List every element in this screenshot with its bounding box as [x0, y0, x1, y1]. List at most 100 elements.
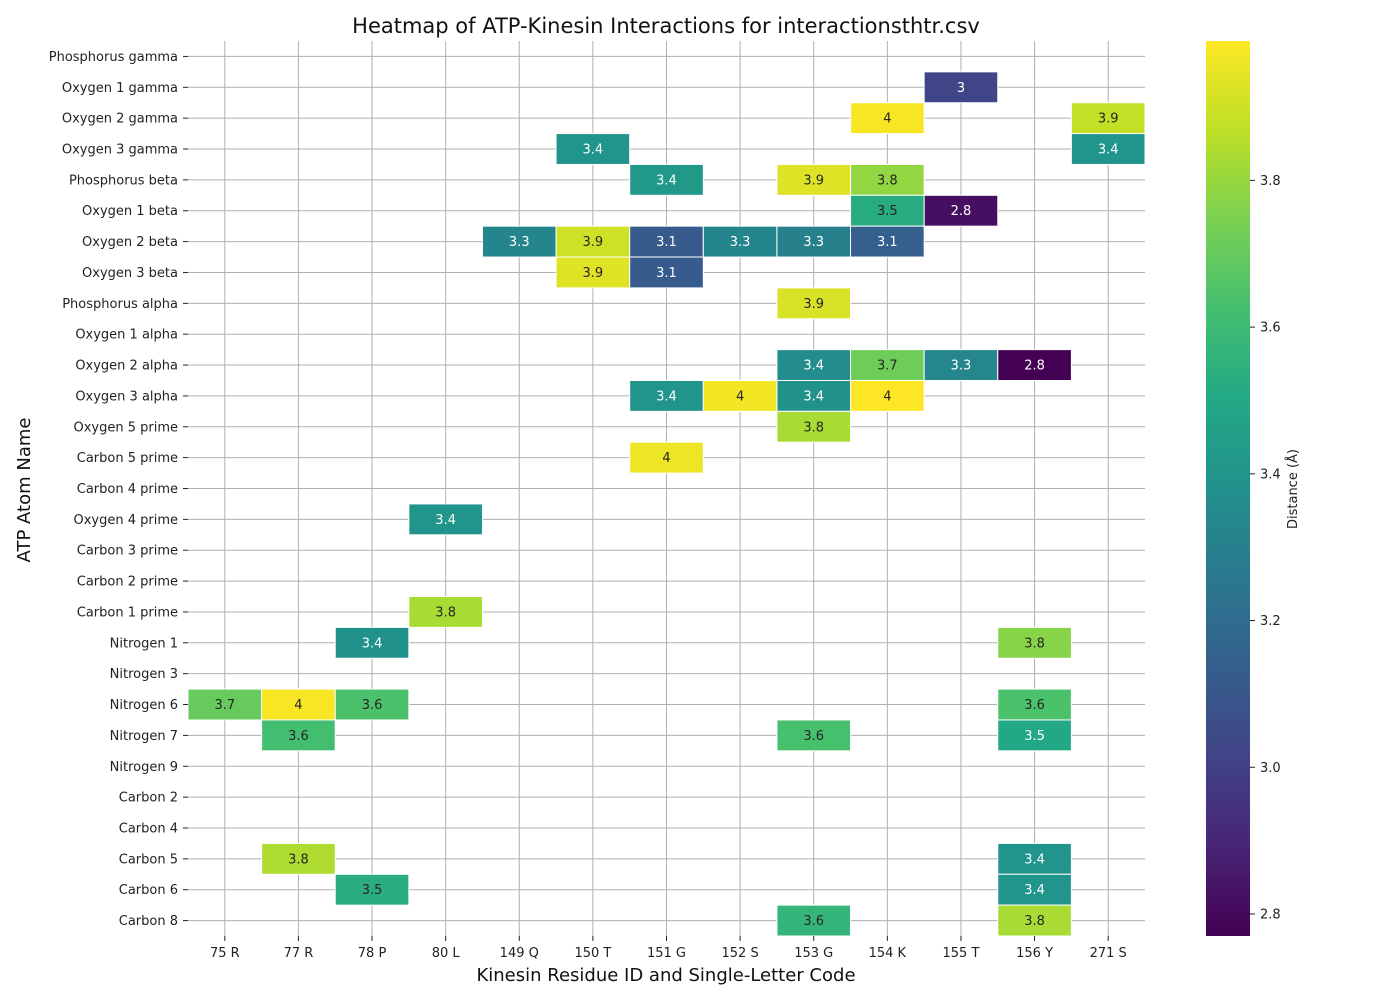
y-tick-label: Oxygen 2 beta — [82, 235, 178, 250]
cell-value-label: 3.4 — [1098, 143, 1119, 158]
heatmap-cell — [776, 410, 852, 443]
heatmap-cell — [629, 163, 704, 196]
heatmap-cell — [923, 349, 999, 381]
cell-value-label: 2.8 — [1024, 359, 1045, 374]
y-tick-label: Carbon 2 — [119, 791, 178, 806]
heatmap-cell — [1070, 102, 1146, 135]
cell-value-label: 3.4 — [656, 173, 677, 188]
cell-value-label: 3.4 — [656, 389, 677, 404]
cell-value-label: 3.3 — [509, 235, 530, 250]
cell-value-label: 3.8 — [803, 420, 824, 435]
cell-value-label: 3.7 — [877, 359, 898, 374]
y-tick-label: Oxygen 3 alpha — [75, 389, 178, 404]
y-tick-label: Carbon 4 prime — [77, 482, 178, 497]
x-tick-label: 78 P — [358, 946, 387, 961]
y-tick-label: Oxygen 3 beta — [82, 266, 178, 281]
heatmap-cell — [776, 349, 852, 381]
cell-value-label: 4 — [294, 698, 302, 713]
y-tick-label: Carbon 1 prime — [77, 605, 178, 620]
heatmap-cell — [334, 873, 410, 906]
x-tick-label: 151 G — [647, 946, 686, 961]
heatmap-cell — [555, 256, 631, 289]
chart-title: Heatmap of ATP-Kinesin Interactions for … — [352, 14, 980, 38]
colorbar-ticks: 2.8 3.0 3.2 3.4 3.6 3.8 — [1250, 174, 1281, 922]
cell-value-label: 3.6 — [1024, 698, 1045, 713]
heatmap-cell — [261, 688, 336, 721]
y-tick-label: Carbon 3 prime — [77, 544, 178, 559]
cell-value-label: 3.9 — [583, 235, 604, 250]
x-tick-labels: 75 R 77 R 78 P 80 L 149 Q 150 T 151 G 152 S 153 … — [210, 936, 1127, 961]
cell-value-label: 3.5 — [1024, 729, 1045, 744]
cell-value-label: 3.5 — [877, 204, 898, 219]
cell-value-label: 2.8 — [951, 204, 972, 219]
heatmap-cell — [850, 349, 925, 381]
y-axis-label: ATP Atom Name — [14, 418, 35, 563]
cell-value-label: 3.8 — [877, 173, 898, 188]
cell-value-label: 3.1 — [656, 266, 677, 281]
cell-value-label: 3.8 — [435, 605, 456, 620]
cell-value-label: 3.4 — [803, 359, 824, 374]
y-tick-label: Oxygen 1 alpha — [75, 328, 178, 343]
colorbar-label: Distance (Å) — [1285, 449, 1301, 529]
cell-value-label: 3.8 — [1024, 914, 1045, 929]
y-tick-label: Oxygen 1 gamma — [62, 81, 178, 96]
heatmap-cell — [850, 102, 925, 135]
heatmap-cell — [850, 163, 925, 196]
y-tick-label: Oxygen 1 beta — [82, 204, 178, 219]
x-tick-label: 150 T — [574, 946, 611, 961]
colorbar-tick-label: 3.4 — [1260, 467, 1281, 482]
cell-value-label: 3.3 — [730, 235, 751, 250]
heatmap-cell — [997, 349, 1072, 381]
y-tick-labels: Phosphorus gamma Oxygen 1 gamma Oxygen 2 g… — [49, 50, 188, 929]
y-tick-label: Oxygen 4 prime — [73, 513, 178, 528]
cell-value-label: 3.4 — [362, 636, 383, 651]
y-tick-label: Nitrogen 3 — [110, 667, 178, 682]
cell-value-label: 3.6 — [803, 914, 824, 929]
cell-value-label: 3.4 — [583, 143, 604, 158]
x-tick-label: 153 G — [794, 946, 833, 961]
cell-value-label: 3.7 — [214, 698, 235, 713]
colorbar-tick-label: 3.2 — [1260, 614, 1281, 629]
heatmap-cell — [408, 596, 483, 628]
heatmap-cell — [629, 225, 704, 258]
cell-value-label: 3.6 — [288, 729, 309, 744]
cell-value-label: 4 — [883, 112, 891, 127]
cell-value-label: 3.9 — [1098, 112, 1119, 127]
cell-value-label: 3.1 — [656, 235, 677, 250]
cell-value-label: 3.4 — [1024, 852, 1045, 867]
colorbar-tick-label: 3.0 — [1260, 761, 1281, 776]
heatmap-cell — [629, 441, 704, 474]
cell-value-label: 3.4 — [803, 389, 824, 404]
cell-value-label: 3.4 — [1024, 883, 1045, 898]
colorbar-tick-label: 2.8 — [1260, 907, 1281, 922]
heatmap-cell — [997, 842, 1072, 875]
cell-value-label: 4 — [662, 451, 670, 466]
cell-value-label: 3.3 — [951, 359, 972, 374]
heatmap-cell — [923, 71, 999, 104]
cell-value-label: 3.4 — [435, 513, 456, 528]
heatmap-cell — [702, 379, 778, 412]
y-tick-label: Carbon 5 prime — [77, 451, 178, 466]
heatmap-cell — [850, 379, 925, 412]
cell-value-label: 3.8 — [288, 852, 309, 867]
x-axis-label: Kinesin Residue ID and Single-Letter Cod… — [476, 965, 855, 986]
y-tick-label: Nitrogen 9 — [110, 760, 178, 775]
heatmap-cell — [776, 287, 852, 320]
cell-value-label: 3.5 — [362, 883, 383, 898]
cell-value-label: 3.9 — [803, 173, 824, 188]
x-tick-label: 156 Y — [1016, 946, 1053, 961]
x-tick-label: 271 S — [1090, 946, 1127, 961]
heatmap-cell — [334, 688, 410, 721]
cell-value-label: 4 — [736, 389, 744, 404]
cell-value-label: 3 — [957, 81, 965, 96]
y-tick-label: Oxygen 2 alpha — [75, 359, 178, 374]
heatmap-cell — [776, 904, 852, 937]
y-tick-label: Carbon 4 — [119, 821, 178, 836]
cell-value-label: 3.9 — [803, 297, 824, 312]
heatmap-cell — [702, 225, 778, 258]
heatmap-cell — [997, 626, 1072, 659]
y-tick-label: Carbon 2 prime — [77, 575, 178, 590]
heatmap-cell — [923, 194, 999, 227]
x-tick-label: 80 L — [432, 946, 461, 961]
y-tick-label: Oxygen 3 gamma — [62, 143, 178, 158]
